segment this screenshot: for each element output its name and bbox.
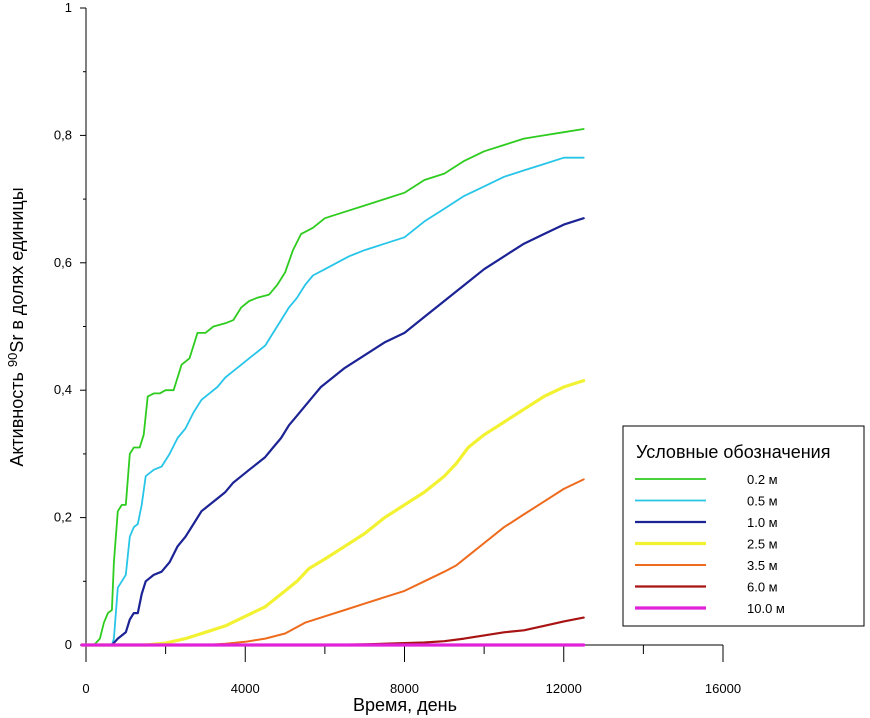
- legend-label: 2.5 м: [747, 537, 778, 552]
- y-tick-label: 0,2: [54, 510, 72, 525]
- y-axis-title: Активность 90Sr в долях единицы: [5, 187, 27, 466]
- legend-label: 0.5 м: [747, 494, 778, 509]
- x-tick-label: 16000: [705, 681, 741, 696]
- x-tick-label: 12000: [546, 681, 582, 696]
- x-tick-label: 4000: [231, 681, 260, 696]
- x-axis-title: Время, день: [353, 695, 457, 715]
- legend: Условные обозначения 0.2 м 0.5 м 1.0 м 2.5 …: [622, 425, 865, 627]
- y-tick-label: 0,8: [54, 127, 72, 142]
- legend-title: Условные обозначения: [636, 442, 830, 462]
- legend-label: 6.0 м: [747, 580, 778, 595]
- y-axis-title-prefix: Активность: [7, 367, 27, 467]
- y-tick-label: 0,4: [54, 382, 72, 397]
- series-line-2-5: [80, 379, 586, 647]
- x-tick-label: 0: [82, 681, 89, 696]
- series-line-1-0: [80, 217, 585, 647]
- x-tick-label: 8000: [390, 681, 419, 696]
- legend-label: 10.0 м: [747, 601, 785, 616]
- series-line-6-0: [80, 616, 585, 647]
- y-axis-title-superscript: 90: [5, 353, 20, 367]
- x-axis: 0 4000 8000 12000 16000: [82, 644, 741, 696]
- series-line-0-2: [81, 128, 585, 646]
- y-tick-label: 0,6: [54, 255, 72, 270]
- y-tick-label: 0: [65, 637, 72, 652]
- series-line-3-5: [81, 478, 585, 646]
- legend-box: [622, 425, 865, 627]
- series-lines: [80, 128, 586, 647]
- y-axis-title-suffix: Sr в долях единицы: [7, 187, 27, 352]
- legend-label: 3.5 м: [747, 558, 778, 573]
- legend-label: 0.2 м: [747, 472, 778, 487]
- y-tick-label: 1: [65, 0, 72, 15]
- series-line-0-5: [81, 156, 585, 646]
- legend-label: 1.0 м: [747, 515, 778, 530]
- y-axis: 0 0,2 0,4 0,6 0,8 1: [54, 0, 87, 652]
